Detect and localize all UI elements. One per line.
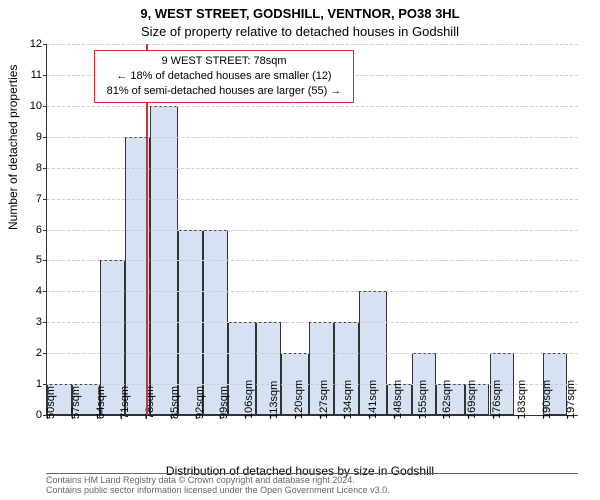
annotation-line2: ← 18% of detached houses are smaller (12… — [101, 69, 347, 84]
y-tick-mark — [43, 322, 47, 323]
x-tick-label: 141sqm — [367, 380, 379, 419]
chart-plot-area: 0123456789101112 50sqm57sqm64sqm71sqm78s… — [46, 44, 578, 416]
x-tick-label: 99sqm — [218, 386, 230, 419]
x-tick-label: 162sqm — [441, 380, 453, 419]
y-tick-label: 5 — [36, 254, 42, 266]
x-tick-label: 190sqm — [541, 380, 553, 419]
y-tick-label: 3 — [36, 316, 42, 328]
x-tick-label: 148sqm — [392, 380, 404, 419]
x-tick-label: 176sqm — [491, 380, 503, 419]
gridline — [47, 44, 578, 45]
y-tick-label: 6 — [36, 224, 42, 236]
x-tick-label: 127sqm — [318, 380, 330, 419]
y-tick-mark — [43, 260, 47, 261]
y-tick-mark — [43, 44, 47, 45]
annotation-line1: 9 WEST STREET: 78sqm — [101, 54, 347, 69]
gridline — [47, 199, 578, 200]
x-tick-label: 85sqm — [169, 386, 181, 419]
gridline — [47, 230, 578, 231]
x-tick-label: 120sqm — [293, 380, 305, 419]
x-tick-label: 64sqm — [95, 386, 107, 419]
y-tick-label: 8 — [36, 162, 42, 174]
x-tick-label: 197sqm — [565, 380, 577, 419]
y-tick-label: 0 — [36, 409, 42, 421]
y-tick-mark — [43, 230, 47, 231]
y-tick-label: 11 — [31, 69, 42, 81]
x-tick-label: 50sqm — [45, 386, 57, 419]
gridline — [47, 260, 578, 261]
x-tick-label: 183sqm — [516, 380, 528, 419]
y-axis-label: Number of detached properties — [6, 65, 20, 230]
x-tick-label: 113sqm — [268, 381, 280, 419]
y-tick-label: 10 — [30, 100, 42, 112]
y-tick-label: 2 — [36, 347, 42, 359]
gridline — [47, 353, 578, 354]
y-tick-mark — [43, 199, 47, 200]
y-tick-mark — [43, 106, 47, 107]
y-tick-label: 12 — [30, 38, 42, 50]
y-tick-label: 1 — [36, 378, 42, 390]
y-tick-mark — [43, 353, 47, 354]
annotation-line3: 81% of semi-detached houses are larger (… — [101, 84, 347, 99]
y-tick-mark — [43, 291, 47, 292]
y-tick-label: 7 — [36, 193, 42, 205]
gridline — [47, 322, 578, 323]
y-tick-mark — [43, 384, 47, 385]
gridline — [47, 168, 578, 169]
chart-subtitle: Size of property relative to detached ho… — [0, 24, 600, 39]
annotation-callout: 9 WEST STREET: 78sqm ← 18% of detached h… — [94, 50, 354, 103]
gridline — [47, 137, 578, 138]
y-tick-label: 4 — [36, 285, 42, 297]
x-tick-label: 71sqm — [119, 386, 131, 419]
gridline — [47, 291, 578, 292]
x-tick-label: 155sqm — [417, 380, 429, 419]
y-tick-mark — [43, 168, 47, 169]
address-title: 9, WEST STREET, GODSHILL, VENTNOR, PO38 … — [0, 6, 600, 21]
x-tick-label: 134sqm — [342, 380, 354, 419]
x-tick-label: 57sqm — [70, 386, 82, 419]
footer-line2: Contains public sector information licen… — [46, 486, 578, 496]
x-tick-label: 106sqm — [243, 380, 255, 419]
attribution-footer: Contains HM Land Registry data © Crown c… — [46, 473, 578, 496]
y-tick-label: 9 — [36, 131, 42, 143]
y-tick-mark — [43, 75, 47, 76]
gridline — [47, 106, 578, 107]
x-tick-label: 92sqm — [194, 386, 206, 419]
x-tick-label: 169sqm — [466, 380, 478, 419]
y-tick-mark — [43, 137, 47, 138]
